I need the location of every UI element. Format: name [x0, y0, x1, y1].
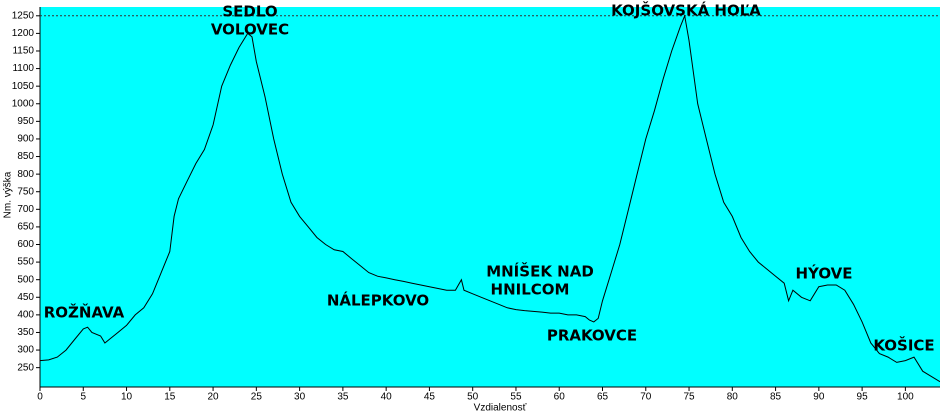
x-axis-label: Vzdialenosť — [474, 403, 527, 414]
x-tick-label: 70 — [640, 392, 652, 403]
y-tick-label: 450 — [17, 292, 34, 303]
x-tick-label: 90 — [813, 392, 825, 403]
x-tick-label: 30 — [294, 392, 306, 403]
x-tick-label: 35 — [337, 392, 349, 403]
place-label: KOJŠOVSKÁ HOĽA — [611, 1, 761, 20]
x-tick-label: 95 — [857, 392, 869, 403]
y-tick-label: 800 — [17, 169, 34, 180]
x-tick-label: 0 — [37, 392, 43, 403]
y-tick-label: 1200 — [12, 28, 35, 39]
y-tick-label: 850 — [17, 151, 34, 162]
x-tick-label: 15 — [164, 392, 176, 403]
y-tick-label: 900 — [17, 134, 34, 145]
x-tick-label: 10 — [121, 392, 133, 403]
y-tick-label: 500 — [17, 274, 34, 285]
place-label: PRAKOVCE — [547, 327, 637, 345]
y-tick-label: 1150 — [12, 46, 34, 57]
y-tick-label: 600 — [17, 239, 34, 250]
place-label: KOŠICE — [873, 336, 934, 355]
y-tick-label: 750 — [17, 186, 34, 197]
place-label: VOLOVEC — [211, 21, 289, 39]
y-tick-label: 550 — [17, 257, 34, 268]
x-tick-label: 55 — [510, 392, 522, 403]
x-tick-label: 25 — [251, 392, 263, 403]
place-label: MNÍŠEK NAD — [486, 262, 594, 281]
y-tick-label: 300 — [17, 345, 34, 356]
x-tick-label: 75 — [683, 392, 695, 403]
x-tick-label: 85 — [770, 392, 782, 403]
y-tick-label: 1250 — [12, 10, 35, 21]
y-axis-label: Nm. výška — [3, 171, 14, 218]
x-tick-label: 40 — [381, 392, 393, 403]
place-label: ROŽŇAVA — [44, 303, 125, 322]
place-label: HÝOVE — [795, 264, 852, 283]
x-tick-label: 60 — [554, 392, 566, 403]
y-tick-label: 1100 — [12, 63, 34, 74]
y-tick-label: 1050 — [12, 81, 35, 92]
y-tick-label: 400 — [17, 310, 34, 321]
y-tick-label: 350 — [17, 327, 34, 338]
y-tick-label: 650 — [17, 222, 34, 233]
x-tick-label: 20 — [208, 392, 220, 403]
x-tick-label: 100 — [897, 392, 914, 403]
x-tick-label: 50 — [467, 392, 479, 403]
elevation-line — [39, 13, 940, 383]
x-tick-label: 5 — [80, 392, 86, 403]
plot-area — [40, 7, 940, 387]
y-tick-label: 250 — [17, 362, 34, 373]
y-tick-label: 950 — [17, 116, 34, 127]
x-tick-label: 45 — [424, 392, 436, 403]
place-label: HNILCOM — [491, 281, 570, 299]
place-label: NÁLEPKOVO — [327, 291, 429, 310]
x-tick-label: 80 — [727, 392, 739, 403]
x-tick-label: 65 — [597, 392, 609, 403]
place-label: SEDLO — [222, 3, 277, 21]
y-tick-label: 700 — [17, 204, 34, 215]
y-tick-label: 1000 — [12, 98, 35, 109]
